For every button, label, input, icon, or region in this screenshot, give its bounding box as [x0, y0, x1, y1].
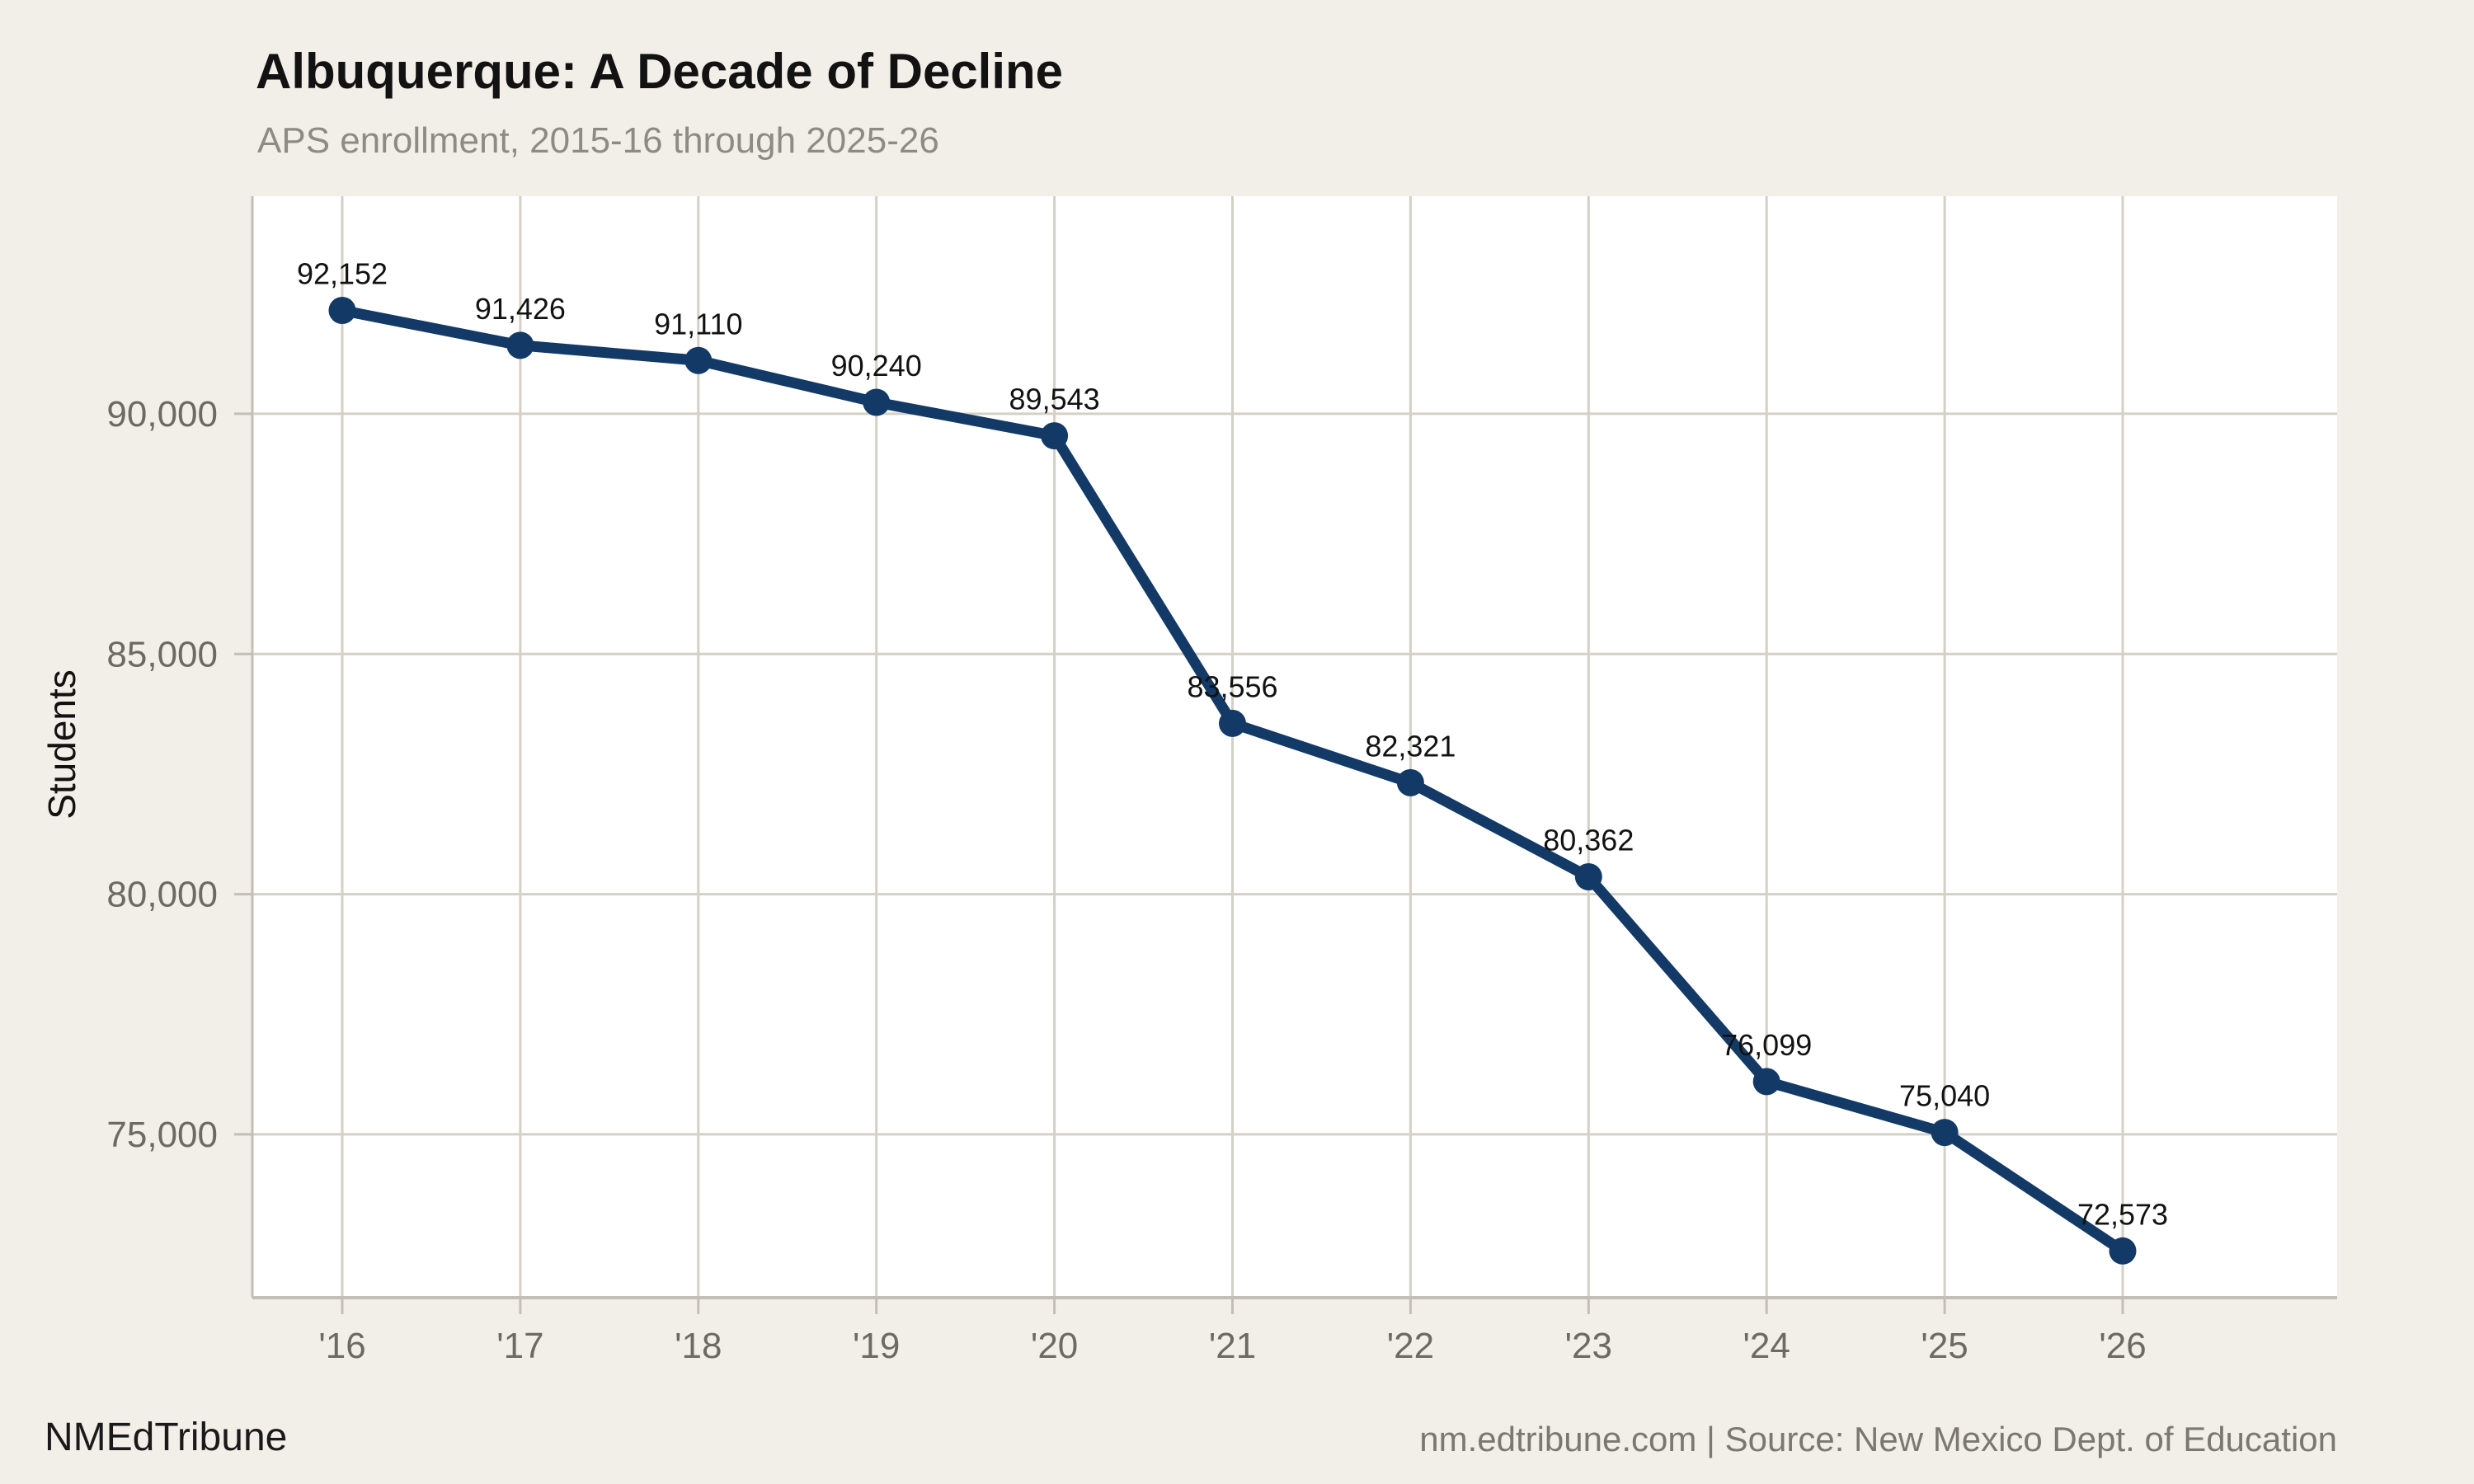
x-tick-label: '16 — [318, 1326, 365, 1366]
data-point — [1041, 422, 1069, 450]
y-tick-label: 75,000 — [106, 1115, 218, 1155]
x-tick-label: '21 — [1209, 1326, 1256, 1366]
data-point-label: 72,573 — [2077, 1197, 2168, 1231]
x-tick-label: '17 — [496, 1326, 543, 1366]
x-tick-label: '19 — [853, 1326, 900, 1366]
data-point — [1574, 862, 1602, 890]
data-point-label: 90,240 — [831, 349, 922, 383]
x-tick-label: '25 — [1921, 1326, 1968, 1366]
data-point — [2109, 1237, 2137, 1265]
x-tick-label: '26 — [2099, 1326, 2146, 1366]
data-point-label: 83,556 — [1187, 669, 1277, 703]
x-tick-label: '24 — [1743, 1326, 1790, 1366]
data-point-label: 82,321 — [1365, 729, 1456, 763]
data-point — [684, 346, 713, 374]
data-point — [1396, 768, 1424, 796]
chart-subtitle: APS enrollment, 2015-16 through 2025-26 — [257, 120, 939, 161]
x-tick-label: '23 — [1565, 1326, 1612, 1366]
data-point — [1219, 709, 1246, 737]
data-point-label: 89,543 — [1009, 383, 1100, 416]
data-point-label: 91,110 — [654, 307, 742, 340]
data-point-label: 91,426 — [475, 292, 566, 326]
y-tick-label: 85,000 — [106, 634, 218, 674]
data-point — [1931, 1119, 1959, 1147]
source-attribution: nm.edtribune.com | Source: New Mexico De… — [1419, 1420, 2337, 1458]
data-point — [1752, 1068, 1780, 1096]
data-point-label: 92,152 — [297, 257, 388, 291]
chart-title: Albuquerque: A Decade of Decline — [256, 44, 1064, 99]
data-point-label: 75,040 — [1899, 1079, 1990, 1113]
data-point — [328, 297, 356, 325]
y-tick-label: 80,000 — [106, 875, 218, 915]
x-tick-label: '22 — [1387, 1326, 1434, 1366]
brand-logo-text: NMEdTribune — [45, 1416, 288, 1459]
y-tick-label: 90,000 — [106, 394, 218, 434]
x-tick-label: '20 — [1031, 1326, 1078, 1366]
data-point-label: 76,099 — [1721, 1028, 1812, 1062]
data-point-label: 80,362 — [1543, 823, 1634, 857]
data-point — [863, 388, 891, 416]
x-tick-label: '18 — [675, 1326, 722, 1366]
data-point — [506, 331, 534, 359]
